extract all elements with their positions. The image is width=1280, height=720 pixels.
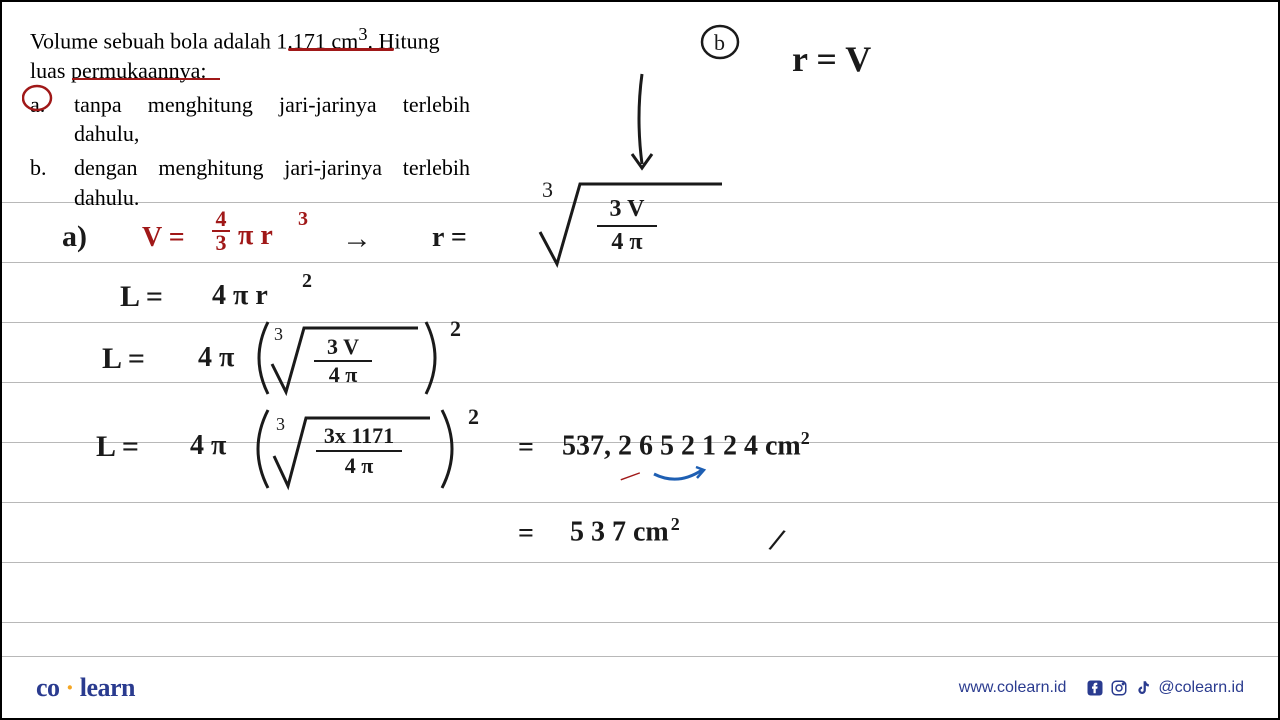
option-b: b. dengan menghitung jari-jarinya terleb… (30, 153, 470, 212)
num: 3 V (314, 334, 372, 360)
footer-handle: @colearn.id (1158, 679, 1244, 697)
vol-formula-V: V = (142, 222, 185, 254)
frac-3x1171: 3x 1171 4 π (316, 422, 402, 479)
root-idx: 3 (542, 177, 553, 202)
four-pi-r: 4 π r (212, 280, 268, 312)
val: 537, 2 6 5 2 1 2 4 cm (562, 430, 801, 461)
paren-r-1 (420, 318, 450, 398)
underline-luas (72, 78, 220, 80)
den: 3 (212, 232, 230, 254)
num: 3 V (597, 194, 657, 225)
facebook-icon (1086, 679, 1104, 697)
r-eq: r = (432, 222, 467, 254)
social-icons: @colearn.id (1086, 679, 1244, 697)
logo-dot: · (60, 673, 80, 702)
instagram-icon (1110, 679, 1128, 697)
result-long: 537, 2 6 5 2 1 2 4 cm2 (562, 428, 810, 462)
svg-text:b: b (714, 30, 725, 55)
svg-text:3: 3 (276, 414, 285, 434)
problem-text: Volume sebuah bola adalah 1.171 cm3. Hit… (30, 22, 470, 212)
marker-b: b. (30, 153, 74, 212)
logo-learn: learn (80, 673, 135, 702)
footer-url: www.colearn.id (959, 679, 1067, 697)
exp2-a: 2 (302, 270, 312, 293)
logo: co · learn (36, 673, 135, 703)
frac-3v-4pi: 3 V 4 π (597, 194, 657, 258)
num: 4 (212, 208, 230, 230)
problem-line1: Volume sebuah bola adalah 1.171 cm3. Hit… (30, 22, 470, 56)
option-a: a. tanpa menghitung jari-jarinya terlebi… (30, 90, 470, 149)
vol-frac: 4 3 (212, 208, 230, 254)
mark-blue (650, 464, 710, 488)
num: 3x 1171 (316, 422, 402, 450)
vol-pir: π r (238, 220, 273, 252)
den: 4 π (314, 362, 372, 388)
paren-r-2 (436, 406, 466, 492)
exp2-b: 2 (450, 316, 461, 342)
option-a-text: tanpa menghitung jari-jarinya terlebih d… (74, 90, 470, 149)
exp: 2 (801, 428, 810, 448)
eq-1: = (518, 432, 534, 464)
logo-co: co (36, 673, 60, 702)
slash-mark: / (766, 522, 788, 561)
marker-a-circled: a. (30, 90, 45, 120)
L-eq-3: L = (96, 430, 139, 464)
tiktok-icon (1134, 679, 1152, 697)
underline-value (288, 48, 394, 51)
result-short: 5 3 7 cm2 (570, 514, 680, 548)
exp: 2 (671, 514, 680, 534)
circle-annotation (22, 84, 56, 114)
vol-exp3: 3 (298, 208, 308, 231)
four-pi-3: 4 π (190, 430, 226, 462)
footer-right: www.colearn.id @colearn.id (959, 679, 1244, 697)
den: 4 π (316, 452, 402, 480)
L-eq-2: L = (102, 342, 145, 376)
problem-line2: luas permukaannya: (30, 56, 470, 86)
text: Volume sebuah bola adalah (30, 28, 276, 53)
L-eq-1: L = (120, 280, 163, 314)
label-a: a) (62, 220, 87, 254)
down-arrow (622, 68, 662, 178)
svg-text:3: 3 (274, 324, 283, 344)
frac-3v-4pi-2: 3 V 4 π (314, 334, 372, 389)
r-eq-v: r = V (792, 38, 871, 80)
exp2-c: 2 (468, 404, 479, 430)
eq-2: = (518, 518, 534, 550)
footer: co · learn www.colearn.id @colearn.id (2, 656, 1278, 718)
four-pi-2: 4 π (198, 342, 234, 374)
den: 4 π (597, 227, 657, 258)
arrow-right: → (342, 222, 372, 256)
option-b-text: dengan menghitung jari-jarinya terlebih … (74, 153, 470, 212)
mark-red: — (617, 461, 644, 489)
val: 5 3 7 cm (570, 516, 669, 547)
circle-b: b (698, 22, 742, 62)
